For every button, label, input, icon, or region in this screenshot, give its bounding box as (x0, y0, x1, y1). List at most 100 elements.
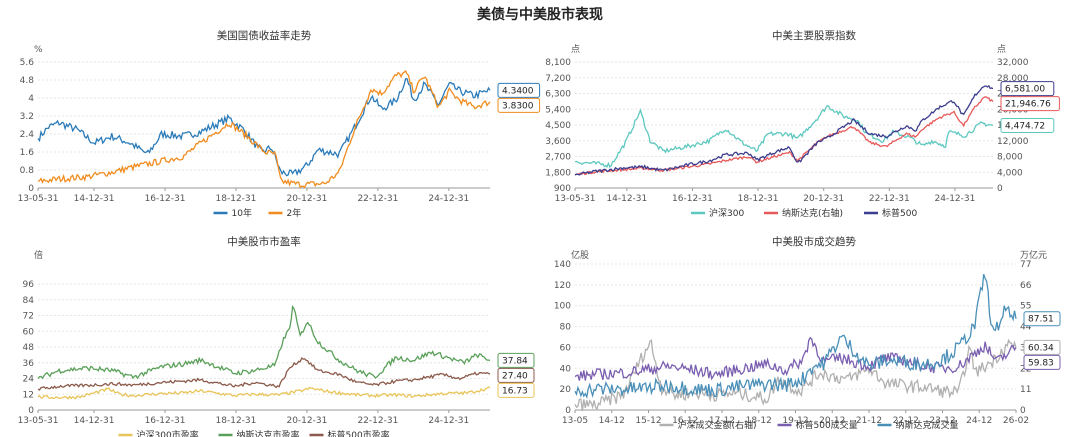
y-tick-label: 140 (554, 260, 571, 270)
y-tick-label: 20 (560, 385, 572, 395)
x-tick-label: 20-12 (819, 416, 845, 426)
y-unit-left: 点 (571, 44, 580, 55)
x-tick-label: 14-12-31 (606, 194, 647, 204)
callout-box (1023, 339, 1061, 355)
last-value-callout: 16.73 (497, 382, 535, 398)
chart-title: 中美股市成交趋势 (772, 235, 856, 248)
x-tick-label: 18-12 (746, 416, 772, 426)
legend: 沪深300 纳斯达克(右轴) 标普500 (691, 207, 917, 219)
x-tick-label: 24-12-31 (428, 194, 469, 204)
legend: 10年 2年 (213, 207, 302, 219)
last-value-callout: 4,474.72 (1000, 117, 1055, 133)
legend-entry: 2年 (287, 207, 302, 219)
callout-value: 4,474.72 (1005, 121, 1045, 131)
y-tick-label: 900 (554, 184, 571, 194)
callout-box (1000, 81, 1055, 97)
x-tick-label: 14-12-31 (74, 194, 115, 204)
callout-box (497, 82, 541, 98)
y-tick-label: 40 (560, 364, 572, 374)
x-tick-label: 14-12-31 (74, 416, 115, 426)
y-tick-label: 60 (560, 343, 572, 353)
legend-entry: 标普500市盈率 (328, 429, 390, 437)
x-tick-label: 13-05-31 (18, 194, 59, 204)
y-tick-label: 80 (560, 323, 572, 333)
y-tick-label: 96 (23, 280, 35, 290)
y-tick-label: 12 (23, 390, 34, 400)
y-tick-label: 0 (28, 406, 34, 416)
chart-panel-1: 美国国债收益率走势% 0 0.8 1.6 2.4 3.2 4 4.8 5.6 13-05-31 14… (18, 29, 541, 219)
callout-value: 27.40 (502, 371, 528, 381)
series-line (37, 78, 491, 177)
y-tick-label: 84 (23, 296, 35, 306)
y-tick-label: 2.4 (20, 130, 35, 140)
x-tick-label: 24-12-31 (428, 416, 469, 426)
callout-value: 59.83 (1028, 358, 1054, 368)
y-tick-label: 0.8 (20, 166, 35, 176)
last-value-callout: 87.51 (1023, 311, 1061, 327)
x-tick-label: 24-12-31 (935, 194, 976, 204)
y-tick-label: 36 (23, 359, 35, 369)
y-tick-label: 100 (554, 302, 571, 312)
y-tick-label-right: 77 (1020, 260, 1031, 270)
y-unit-left: 倍 (34, 249, 43, 261)
last-value-callout: 3.8300 (497, 97, 541, 113)
callout-box (497, 382, 535, 398)
y-tick-label-right: 0 (1020, 406, 1026, 416)
y-tick-label-right: 55 (1020, 302, 1031, 312)
x-tick-label: 17-12 (709, 416, 735, 426)
series-line (574, 336, 1017, 381)
last-value-callout: 60.34 (1023, 339, 1061, 355)
x-tick-label: 18-12-31 (216, 194, 257, 204)
legend-entry: 标普500 (882, 207, 917, 219)
x-tick-label: 13-05-31 (555, 194, 596, 204)
last-value-callout: 6,581.00 (1000, 81, 1055, 97)
x-tick-label: 18-12-31 (738, 194, 779, 204)
x-tick-label: 22-12-31 (357, 194, 398, 204)
y-unit-right: 万亿元 (1020, 249, 1047, 261)
y-tick-label: 8,100 (545, 58, 571, 68)
series-line (574, 273, 1017, 400)
x-tick-label: 23-12 (929, 416, 955, 426)
y-tick-label: 60 (23, 327, 35, 337)
y-tick-label-right: 11 (1020, 385, 1031, 395)
last-value-callout: 27.40 (497, 367, 535, 383)
callout-value: 60.34 (1028, 343, 1054, 353)
x-tick-label: 16-12-31 (145, 194, 186, 204)
callout-box (497, 367, 535, 383)
y-tick-label-right: 4,000 (997, 168, 1023, 178)
x-tick-label: 13-05-31 (18, 416, 59, 426)
legend: 沪深成交金额(右轴) 标普500成交量 纳斯达克成交量 (659, 419, 959, 431)
series-line (37, 69, 491, 189)
callout-value: 3.8300 (502, 101, 534, 111)
y-tick-label: 72 (23, 312, 34, 322)
y-tick-label: 6,300 (545, 90, 571, 100)
x-tick-label: 14-12 (599, 416, 625, 426)
legend: 沪深300市盈率 纳斯达克市盈率 标普500市盈率 (118, 429, 390, 437)
series-line (37, 386, 491, 400)
legend-entry: 沪深300市盈率 (137, 429, 199, 437)
y-tick-label: 48 (23, 343, 35, 353)
x-tick-label: 15-12 (635, 416, 661, 426)
series-line (574, 104, 994, 169)
x-tick-label: 21-12 (856, 416, 882, 426)
x-tick-label: 16-12-31 (672, 194, 713, 204)
y-tick-label-right: 44 (1020, 323, 1032, 333)
callout-box (497, 352, 535, 368)
page-title: 美债与中美股市表现 (477, 7, 603, 23)
callout-box (1023, 354, 1061, 370)
y-tick-label: 4.8 (20, 76, 35, 86)
callout-value: 16.73 (502, 386, 528, 396)
y-tick-label-right: 28,000 (997, 74, 1029, 84)
y-tick-label: 1,800 (545, 168, 571, 178)
callout-box (497, 97, 541, 113)
last-value-callout: 37.84 (497, 352, 535, 368)
x-tick-label: 16-12-31 (145, 416, 186, 426)
series-line (574, 84, 994, 176)
x-tick-label: 24-12 (966, 416, 992, 426)
legend-entry: 沪深300 (709, 207, 744, 219)
chart-title: 美国国债收益率走势 (217, 29, 312, 42)
y-tick-label-right: 12,000 (997, 137, 1029, 147)
